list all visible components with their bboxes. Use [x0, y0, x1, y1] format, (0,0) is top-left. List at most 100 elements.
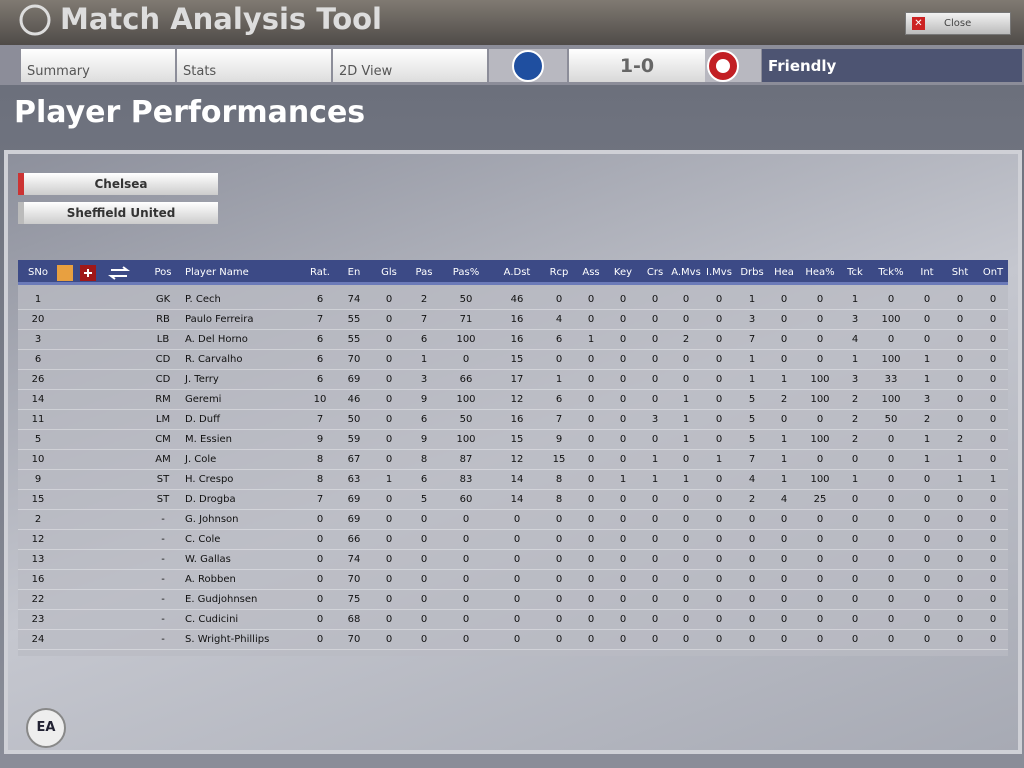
table-row[interactable]	[18, 490, 1008, 510]
table-cell: 16	[31, 574, 45, 585]
table-cell: 0	[887, 454, 895, 465]
table-cell: 0	[989, 494, 997, 505]
table-cell: 0	[748, 574, 756, 585]
table-cell: 0	[385, 494, 393, 505]
table-cell: 0	[923, 554, 931, 565]
table-cell: 0	[587, 294, 595, 305]
table-cell: 0	[887, 334, 895, 345]
table-cell: 2	[780, 394, 788, 405]
table-row[interactable]	[18, 370, 1008, 390]
team-button[interactable]: Chelsea	[18, 173, 218, 195]
column-header: Gls	[381, 267, 397, 278]
table-cell: 0	[816, 614, 824, 625]
table-row[interactable]	[18, 310, 1008, 330]
table-cell: 0	[651, 394, 659, 405]
tab[interactable]: 2D View	[333, 49, 487, 82]
table-cell: 0	[619, 514, 627, 525]
table-cell: 2	[34, 514, 42, 525]
table-row[interactable]	[18, 390, 1008, 410]
table-cell: 0	[715, 594, 723, 605]
table-cell: 2	[682, 334, 690, 345]
table-cell: 0	[780, 314, 788, 325]
table-cell: 0	[555, 594, 563, 605]
table-cell: 0	[956, 514, 964, 525]
table-row[interactable]	[18, 470, 1008, 490]
table-row[interactable]	[18, 450, 1008, 470]
table-row[interactable]	[18, 510, 1008, 530]
column-header: Pas%	[452, 267, 480, 278]
table-cell: 46	[510, 294, 524, 305]
table-cell: 0	[851, 454, 859, 465]
table-cell: 6	[316, 334, 324, 345]
team-button[interactable]: Sheffield United	[18, 202, 218, 224]
table-cell: 1	[682, 474, 690, 485]
table-cell: -	[161, 574, 165, 585]
table-row[interactable]	[18, 570, 1008, 590]
table-cell: 0	[385, 594, 393, 605]
table-cell: 0	[682, 554, 690, 565]
table-cell: 6	[316, 374, 324, 385]
table-cell: 0	[715, 614, 723, 625]
page-title: Player Performances	[14, 95, 366, 130]
table-cell: 9	[420, 434, 428, 445]
table-row[interactable]	[18, 290, 1008, 310]
table-row[interactable]	[18, 410, 1008, 430]
table-cell: 8	[316, 454, 324, 465]
table-cell: 0	[462, 614, 470, 625]
table-cell: 0	[619, 334, 627, 345]
table-cell: 0	[316, 634, 324, 645]
table-cell: 25	[813, 494, 827, 505]
stats-table	[18, 260, 1008, 656]
table-cell: 0	[748, 614, 756, 625]
table-cell: 66	[347, 534, 361, 545]
close-button[interactable]: ✕ Close	[905, 12, 1011, 35]
app-title: Match Analysis Tool	[60, 2, 383, 36]
table-cell: 0	[587, 554, 595, 565]
table-cell: 1	[420, 354, 428, 365]
table-row[interactable]	[18, 550, 1008, 570]
table-cell: 69	[347, 514, 361, 525]
table-cell: 5	[748, 414, 756, 425]
table-row[interactable]	[18, 350, 1008, 370]
table-cell: 0	[682, 594, 690, 605]
table-cell: 0	[780, 574, 788, 585]
table-cell: 0	[682, 494, 690, 505]
tab[interactable]: Stats	[177, 49, 331, 82]
table-cell: 12	[31, 534, 45, 545]
table-row[interactable]	[18, 530, 1008, 550]
table-cell: 0	[513, 534, 521, 545]
table-cell: 0	[385, 334, 393, 345]
table-cell: 0	[462, 634, 470, 645]
table-row[interactable]	[18, 330, 1008, 350]
table-cell: 0	[587, 614, 595, 625]
table-cell: 0	[651, 554, 659, 565]
table-cell: 0	[989, 434, 997, 445]
table-cell: 1	[587, 334, 595, 345]
table-cell: 0	[651, 514, 659, 525]
table-cell: AM	[155, 454, 171, 465]
table-cell: 55	[347, 334, 361, 345]
table-row[interactable]	[18, 610, 1008, 630]
table-cell: 0	[887, 534, 895, 545]
tab[interactable]: Summary	[21, 49, 175, 82]
table-cell: 6	[420, 474, 428, 485]
table-row[interactable]	[18, 630, 1008, 650]
header-icons	[57, 265, 130, 281]
column-header: Rat.	[310, 267, 330, 278]
table-cell: 0	[956, 554, 964, 565]
column-header: A.Mvs	[671, 267, 701, 278]
table-cell: 100	[810, 434, 830, 445]
table-cell: 0	[619, 354, 627, 365]
table-cell: 0	[651, 614, 659, 625]
table-cell: 2	[956, 434, 964, 445]
table-cell: 0	[513, 634, 521, 645]
table-cell: 11	[31, 414, 45, 425]
table-row[interactable]	[18, 430, 1008, 450]
table-cell: 0	[462, 514, 470, 525]
table-cell: 100	[810, 374, 830, 385]
table-cell: 8	[555, 494, 563, 505]
table-cell: 1	[385, 474, 393, 485]
table-cell: 1	[780, 434, 788, 445]
table-cell: CD	[155, 374, 171, 385]
table-row[interactable]	[18, 590, 1008, 610]
